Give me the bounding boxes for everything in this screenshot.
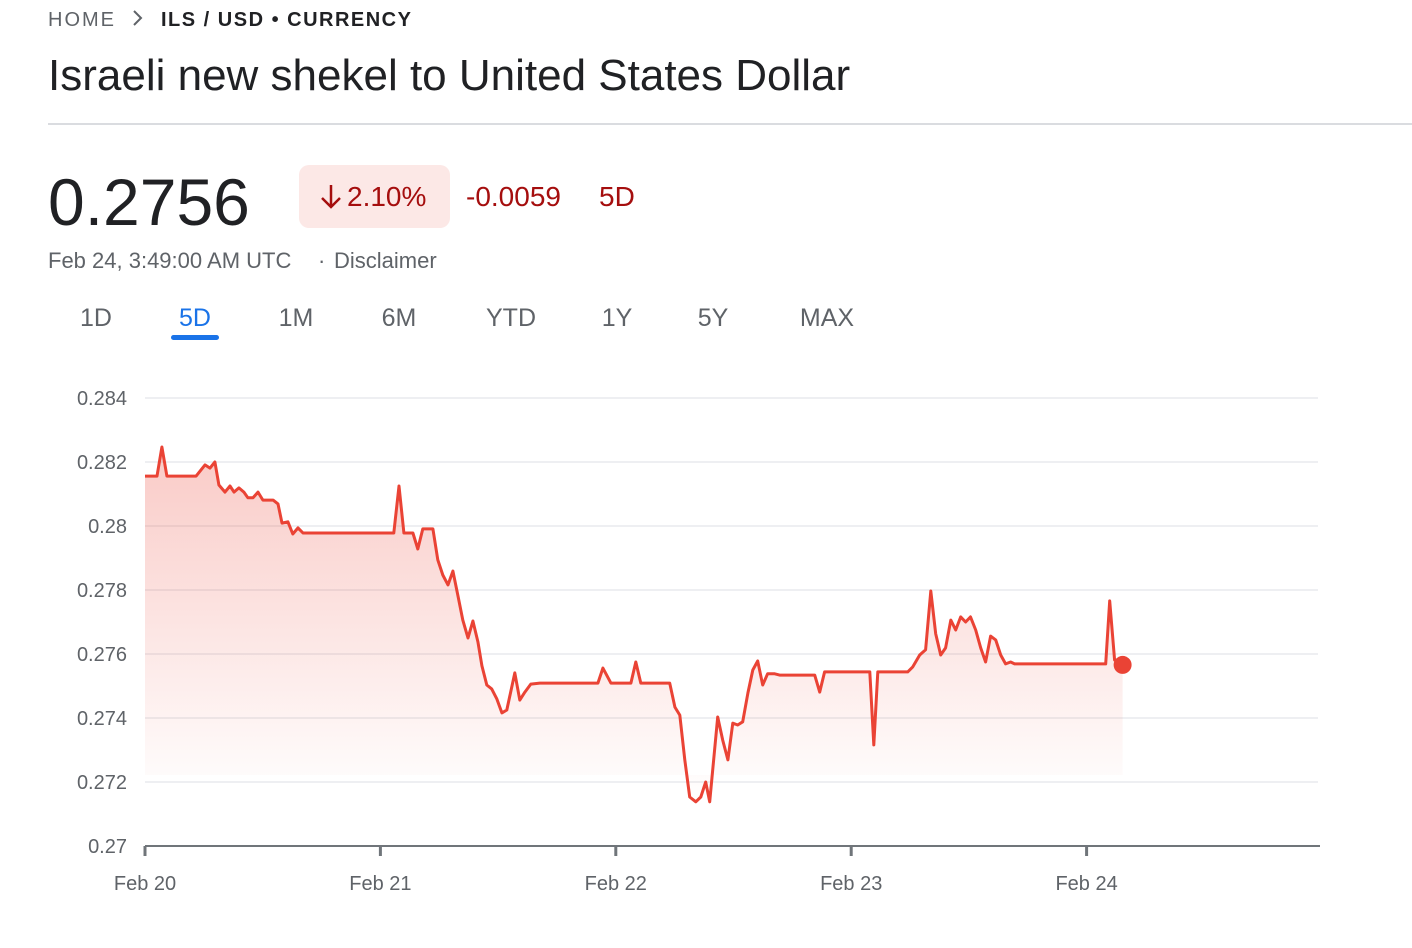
- disclaimer-link[interactable]: Disclaimer: [334, 248, 437, 273]
- page-title: Israeli new shekel to United States Doll…: [48, 51, 850, 100]
- price-area: [145, 447, 1123, 802]
- range-tab[interactable]: 1Y: [602, 304, 633, 332]
- timestamp: Feb 24, 3:49:00 AM UTC: [48, 248, 291, 273]
- y-tick-label: 0.274: [77, 708, 127, 730]
- x-tick-label: Feb 24: [1055, 873, 1117, 895]
- breadcrumb-chevron: [133, 10, 143, 26]
- change-absolute: -0.0059: [466, 181, 561, 212]
- down-arrow: [321, 185, 341, 209]
- y-tick-label: 0.278: [77, 580, 127, 602]
- change-period: 5D: [599, 181, 635, 212]
- active-tab-underline: [171, 335, 219, 340]
- breadcrumb-home[interactable]: HOME: [48, 9, 116, 31]
- range-tab[interactable]: 1M: [279, 304, 314, 332]
- breadcrumb-pair: ILS / USD • CURRENCY: [161, 9, 412, 31]
- y-tick-label: 0.282: [77, 452, 127, 474]
- range-tab[interactable]: 1D: [80, 304, 112, 332]
- range-tab[interactable]: 5D: [179, 304, 211, 332]
- y-tick-label: 0.27: [88, 836, 127, 858]
- separator: ·: [318, 248, 325, 273]
- x-tick-label: Feb 22: [585, 873, 647, 895]
- y-tick-label: 0.284: [77, 388, 127, 410]
- x-tick-label: Feb 21: [349, 873, 411, 895]
- y-tick-label: 0.272: [77, 772, 127, 794]
- range-tab[interactable]: 6M: [382, 304, 417, 332]
- x-tick-label: Feb 23: [820, 873, 882, 895]
- range-tab[interactable]: YTD: [486, 304, 536, 332]
- range-tab[interactable]: MAX: [800, 304, 855, 332]
- range-tab[interactable]: 5Y: [698, 304, 729, 332]
- price-line: [145, 445, 1124, 804]
- change-badge: [299, 165, 450, 228]
- change-percent: 2.10%: [347, 181, 426, 212]
- current-point: [1113, 655, 1132, 674]
- y-tick-label: 0.276: [77, 644, 127, 666]
- price: 0.2756: [48, 165, 250, 239]
- x-tick-label: Feb 20: [114, 873, 176, 895]
- y-tick-label: 0.28: [88, 516, 127, 538]
